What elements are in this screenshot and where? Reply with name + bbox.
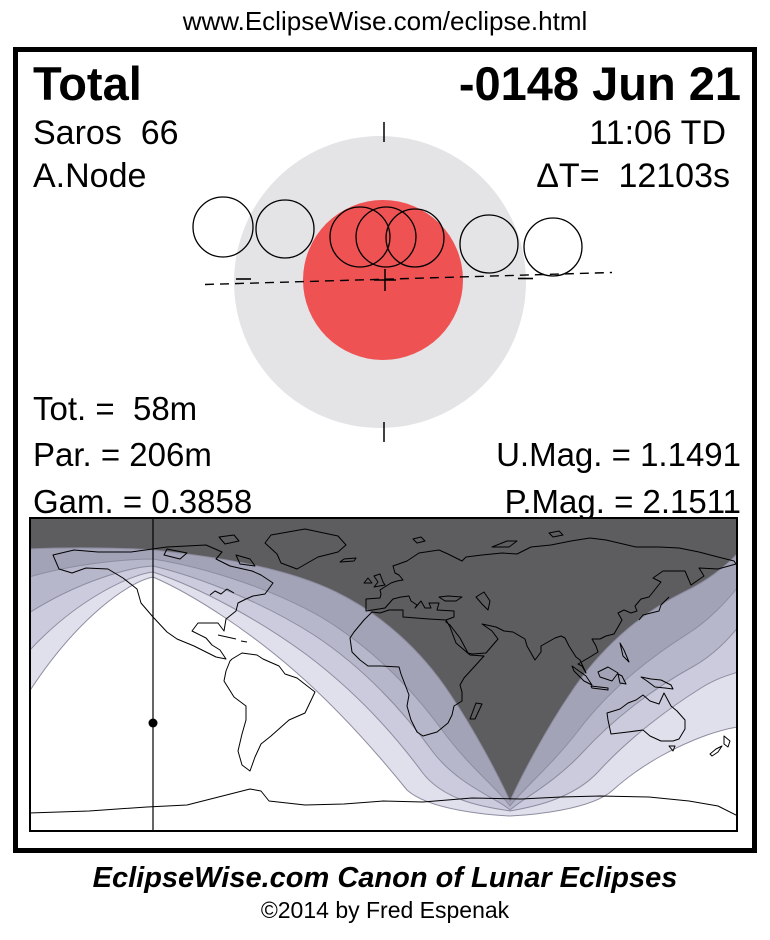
penumbral-magnitude-label: P.Mag. = 2.1511 bbox=[504, 483, 741, 520]
shadow-center-cross bbox=[374, 269, 396, 291]
node-label: A.Node bbox=[33, 157, 147, 195]
moon-circle bbox=[355, 206, 417, 268]
time-label: 11:06 TD bbox=[589, 114, 726, 152]
coastlines bbox=[29, 528, 738, 817]
umbral-magnitude-label: U.Mag. = 1.1491 bbox=[496, 436, 741, 473]
moon-circle bbox=[255, 199, 315, 259]
map-border bbox=[29, 517, 738, 832]
footer-copyright: ©2014 by Fred Espenak bbox=[260, 897, 510, 923]
moon-circle bbox=[192, 196, 254, 258]
night-region bbox=[29, 517, 738, 801]
gamma-label: Gam. = 0.3858 bbox=[33, 483, 253, 520]
eclipse-geometry-diagram bbox=[192, 122, 613, 442]
url-text: www.EclipseWise.com/eclipse.html bbox=[182, 6, 588, 36]
moon-circle bbox=[523, 217, 583, 277]
moon-circle bbox=[459, 214, 519, 274]
moon-circle bbox=[385, 208, 445, 268]
zenith-point-dot bbox=[148, 718, 158, 728]
partial-duration-label: Par. = 206m bbox=[33, 436, 212, 473]
delta-t-label: ΔT= 12103s bbox=[536, 157, 730, 195]
footer-title: EclipseWise.com Canon of Lunar Eclipses bbox=[92, 862, 678, 894]
totality-duration-label: Tot. = 58m bbox=[33, 390, 198, 427]
moon-circle bbox=[329, 206, 391, 268]
visibility-map bbox=[29, 517, 738, 832]
saros-label: Saros 66 bbox=[33, 114, 179, 152]
eclipse-date-label: -0148 Jun 21 bbox=[458, 57, 741, 110]
moon-path-circles bbox=[192, 196, 583, 277]
ecliptic-dashed-line bbox=[204, 271, 613, 286]
eclipse-type-label: Total bbox=[33, 57, 142, 110]
